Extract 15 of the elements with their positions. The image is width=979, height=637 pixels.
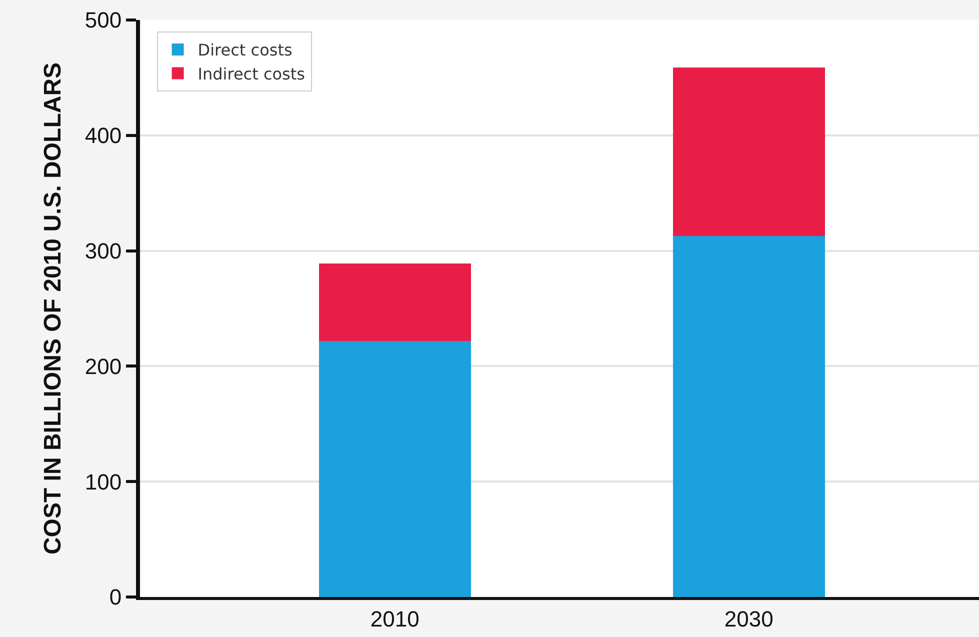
y-tick-label: 0 (109, 584, 122, 610)
x-tick-label: 2030 (724, 606, 774, 632)
y-tick-label: 500 (84, 8, 122, 33)
y-tick-label: 300 (84, 238, 122, 264)
bar (318, 340, 471, 597)
legend-label: Indirect costs (198, 64, 305, 84)
x-tick-label: 2010 (370, 606, 420, 632)
bar (318, 263, 471, 341)
legend-label: Direct costs (198, 40, 292, 60)
bar (672, 236, 826, 597)
y-tick-label: 100 (84, 469, 122, 494)
y-tick-label: 200 (84, 354, 122, 379)
y-tick-label: 400 (84, 123, 122, 148)
bar (672, 67, 826, 236)
y-axis-title: COST IN BILLIONS OF 2010 U.S. DOLLARS (39, 62, 66, 555)
